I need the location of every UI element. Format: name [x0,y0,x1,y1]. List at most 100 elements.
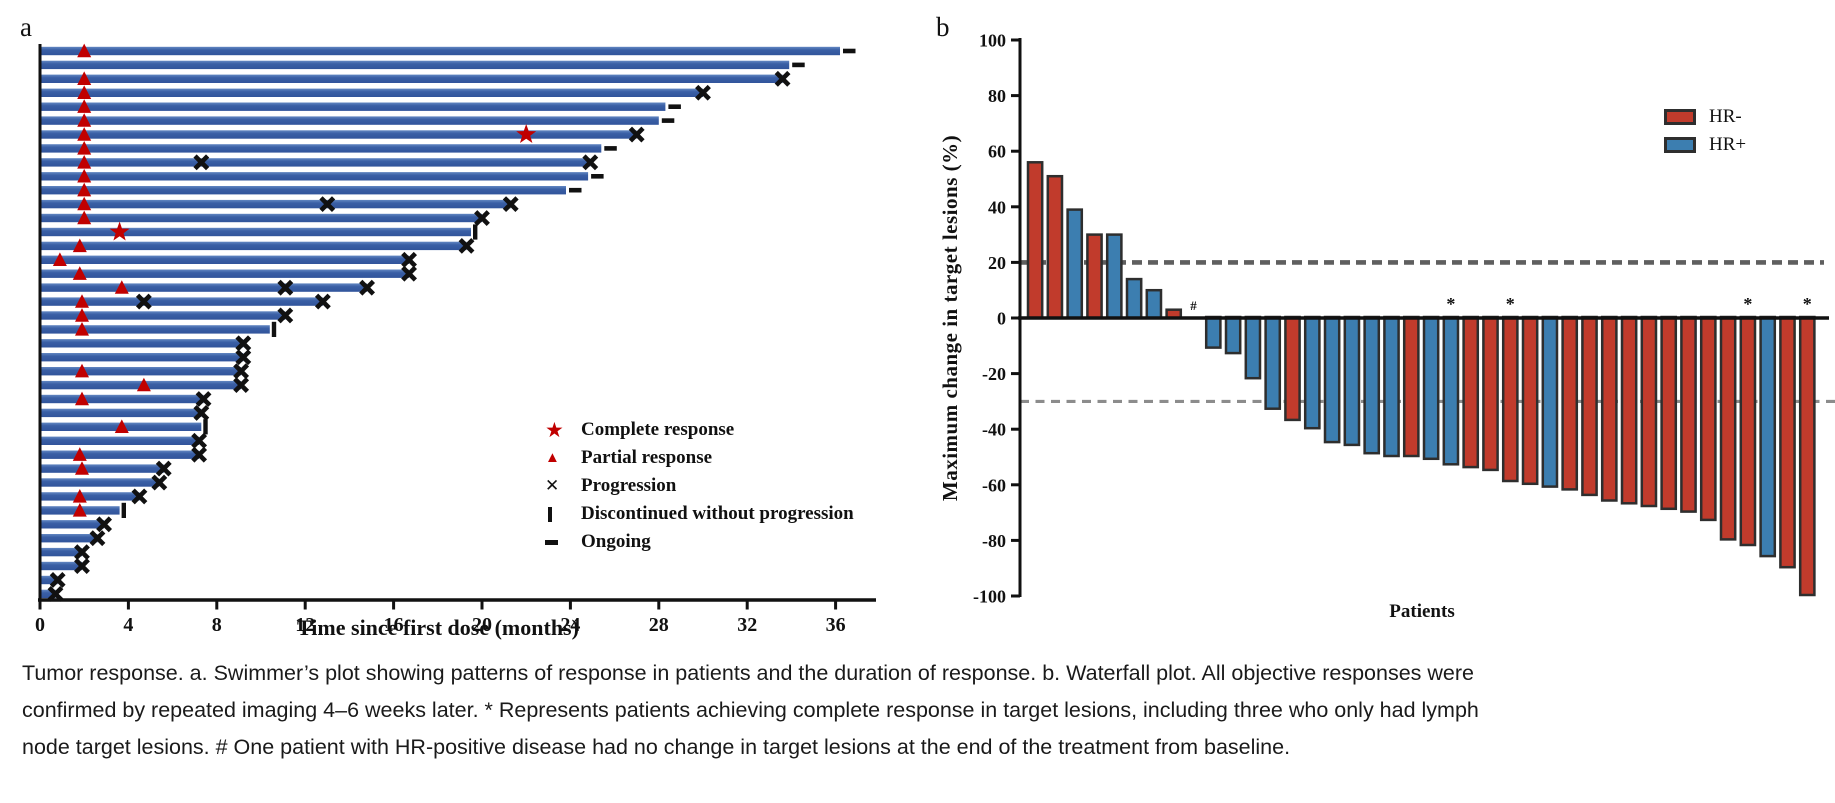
swimmer-bar [40,436,200,445]
waterfall-bar [1759,315,1777,558]
waterfall-y-tick-label: -80 [982,531,1006,551]
swimmer-bar [40,353,244,362]
complete-response-asterisk: * [1743,294,1752,314]
swimmer-bar [40,227,471,237]
ongoing-marker [604,146,617,151]
panel-b-label: b [936,12,950,42]
complete-response-asterisk: * [1803,294,1812,314]
progression-x-marker [193,404,210,421]
legend-item-hr-positive: HR+ [1664,131,1746,159]
ongoing-marker [591,174,604,179]
complete-response-marker [109,221,130,241]
swimmer-bar [40,60,790,70]
swimmer-x-tick-label: 8 [212,614,222,636]
progression-x-marker [401,265,417,282]
waterfall-bar [1620,315,1638,505]
waterfall-y-tick-label: -20 [982,364,1006,384]
swimmer-bar [40,367,242,376]
waterfall-bar [1066,208,1084,320]
progression-x-marker [628,126,645,143]
waterfall-y-tick-label: 20 [988,253,1006,273]
swimmer-bar [40,575,58,585]
swimmer-bar [40,450,200,459]
progression-x-marker [502,196,519,213]
progression-x-marker [233,377,250,394]
legend-label: Ongoing [581,531,651,552]
waterfall-y-tick-label: 40 [988,197,1006,217]
swimmer-x-tick-label: 36 [826,614,846,636]
swimmer-bar [40,116,659,125]
legend-label: Progression [581,475,677,496]
waterfall-y-tick-label: -60 [982,475,1006,495]
ongoing-marker [792,62,805,68]
waterfall-y-tick-label: 0 [997,309,1006,329]
swimmer-plot: 0 4 8 12 16 20 24 28 32 36 [35,43,876,636]
swimmer-x-tick-label: 4 [123,614,133,636]
waterfall-y-tick-label: 80 [988,86,1006,106]
progression-x-marker [191,432,208,449]
progression-x-marker [74,558,90,574]
waterfall-bar [1046,174,1064,320]
legend-item-progression: ✕ Progression [545,472,854,500]
legend-label: Complete response [581,419,735,440]
swimmer-bar [40,283,368,292]
partial-response-marker [77,113,92,127]
swimmer-x-tick-label: 16 [384,614,404,636]
partial-response-marker [77,127,92,141]
progression-x-marker [195,391,212,407]
swimmer-bar [40,144,602,153]
progression-x-icon: ✕ [545,475,560,496]
hr-positive-swatch-icon [1664,137,1696,153]
progression-x-marker [695,84,711,101]
legend-item-partial-response: ▲ Partial response [545,444,854,472]
complete-response-asterisk: * [1446,294,1455,314]
partial-response-marker [75,322,89,336]
waterfall-bar [1086,233,1103,320]
partial-response-marker [77,99,92,113]
discontinued-bar-icon [548,506,552,522]
ongoing-marker [843,48,856,54]
waterfall-bar [1145,288,1163,320]
waterfall-bar [1581,315,1598,497]
partial-response-marker [77,85,92,99]
progression-x-marker [96,516,113,533]
complete-response-asterisk: * [1506,294,1515,314]
waterfall-bar [1521,315,1539,486]
progression-x-marker [49,572,66,588]
partial-response-marker [72,447,87,461]
swimmer-x-tick-label: 0 [35,614,45,636]
waterfall-bar [1600,315,1618,502]
waterfall-legend: HR- HR+ [1664,103,1746,159]
progression-x-marker [401,251,417,268]
swimmer-bar [40,241,467,251]
partial-response-marker [75,461,89,475]
partial-response-marker [75,391,89,406]
waterfall-bar [1422,315,1440,461]
swimmer-bar [40,339,244,348]
discontinued-marker [121,502,126,518]
waterfall-y-tick-label: -40 [982,420,1006,440]
waterfall-bar [1224,315,1242,355]
complete-response-marker [516,124,537,143]
waterfall-bar [1105,233,1123,320]
partial-response-marker [77,71,92,85]
swimmer-bar [40,547,82,557]
progression-x-marker [277,307,294,324]
swimmer-legend: ★ Complete response ▲ Partial response ✕… [545,416,854,556]
discontinued-marker [203,419,208,435]
waterfall-bar [1739,315,1757,547]
progression-x-marker [151,474,168,491]
swimmer-bar [40,311,286,320]
swimmer-bar [40,394,204,404]
swimmer-bar [40,408,202,418]
legend-item-discontinued: Discontinued without progression [545,500,854,528]
partial-response-marker [77,43,92,58]
complete-response-star-icon: ★ [545,417,564,442]
swimmer-x-tick-label: 32 [737,614,757,636]
waterfall-bar [1026,161,1044,320]
legend-label: Partial response [581,447,713,468]
progression-x-marker [135,293,152,310]
swimmer-bar [40,130,637,139]
progression-x-marker [155,460,172,477]
